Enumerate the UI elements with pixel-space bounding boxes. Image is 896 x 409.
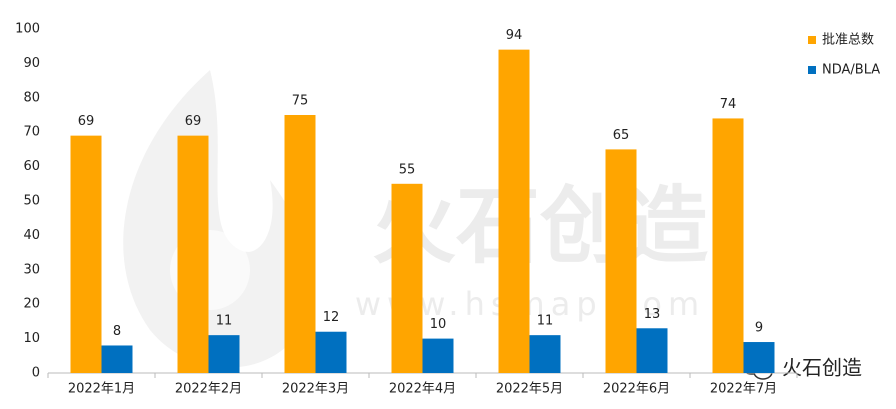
bar (498, 49, 530, 373)
value-label: 10 (430, 317, 447, 332)
value-label: 55 (399, 162, 416, 177)
value-label: 8 (113, 324, 121, 339)
x-tick-label: 2022年6月 (603, 382, 670, 397)
y-tick-label: 50 (23, 194, 40, 209)
y-tick-label: 30 (23, 262, 40, 277)
y-tick-label: 60 (23, 159, 40, 174)
value-label: 75 (292, 94, 309, 109)
y-tick-label: 70 (23, 125, 40, 140)
y-tick-label: 40 (23, 228, 40, 243)
bar (315, 331, 347, 373)
bar (70, 135, 102, 373)
y-tick-label: 90 (23, 56, 40, 71)
watermark: 火石创造 (372, 177, 708, 275)
x-tick-label: 2022年7月 (710, 382, 777, 397)
logo-text: 火石创造 (782, 356, 862, 380)
x-tick-label: 2022年5月 (496, 382, 563, 397)
y-tick-label: 80 (23, 90, 40, 105)
x-tick-label: 2022年3月 (282, 382, 349, 397)
x-tick-label: 2022年2月 (175, 382, 242, 397)
value-label: 69 (78, 114, 95, 129)
bar (391, 183, 423, 373)
value-label: 69 (185, 114, 202, 129)
bar (208, 335, 240, 373)
y-tick-label: 100 (15, 22, 40, 37)
bar (605, 149, 637, 373)
value-label: 11 (537, 314, 554, 329)
bar (743, 342, 775, 373)
legend-label: NDA/BLA (822, 63, 880, 78)
bar (529, 335, 561, 373)
bar (636, 328, 668, 373)
bar (422, 338, 454, 373)
value-label: 13 (644, 307, 661, 322)
value-label: 12 (323, 310, 340, 325)
value-label: 9 (755, 321, 763, 336)
legend-swatch (808, 66, 816, 74)
value-label: 94 (506, 28, 523, 43)
bar (284, 115, 316, 373)
legend-label: 批准总数 (822, 33, 874, 48)
bar (712, 118, 744, 373)
watermark-flame (123, 70, 313, 368)
value-label: 65 (613, 128, 630, 143)
x-tick-label: 2022年4月 (389, 382, 456, 397)
legend-swatch (808, 36, 816, 44)
value-label: 74 (720, 97, 737, 112)
y-tick-label: 10 (23, 331, 40, 346)
y-tick-label: 20 (23, 297, 40, 312)
y-tick-label: 0 (32, 366, 40, 381)
value-label: 11 (216, 314, 233, 329)
x-tick-label: 2022年1月 (68, 382, 135, 397)
bar (101, 345, 133, 373)
bar (177, 135, 209, 373)
